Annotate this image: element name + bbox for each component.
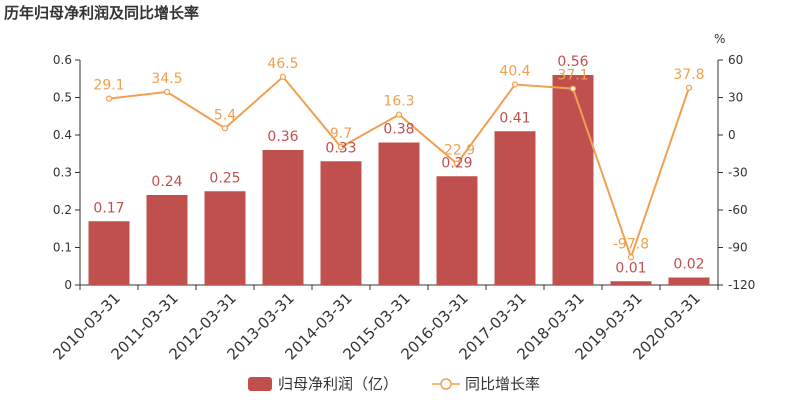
legend-bar-swatch (248, 377, 272, 391)
y-right-tick-label: 60 (728, 53, 743, 67)
growth-value-label: 9.7 (330, 126, 352, 142)
y-left-tick-label: 0.5 (53, 91, 72, 105)
bar-value-label: 0.33 (325, 140, 356, 156)
y-right-unit: % (714, 32, 725, 46)
bar (610, 281, 652, 285)
bar-value-label: 0.01 (615, 260, 646, 276)
growth-point (395, 111, 403, 118)
growth-point (337, 144, 345, 151)
bar-value-label: 0.25 (209, 170, 240, 186)
bar-series (88, 75, 710, 285)
bar (146, 195, 188, 285)
data-labels: 0.17 0.24 0.25 0.36 0.33 0.38 0.29 0.41 0.56 0.01… (93, 54, 704, 276)
growth-point (163, 88, 171, 95)
bar-value-label: 0.29 (441, 155, 472, 171)
growth-value-label: 46.5 (267, 56, 298, 72)
bar (668, 277, 710, 285)
growth-point (685, 84, 693, 91)
bar (204, 191, 246, 285)
y-left-tick-label: 0.4 (53, 128, 72, 142)
growth-point (221, 125, 229, 132)
y-right-tick-label: -60 (728, 203, 748, 217)
growth-value-label: 34.5 (151, 71, 182, 87)
bar (436, 176, 478, 285)
bar-value-label: 0.24 (151, 174, 182, 190)
bar (320, 161, 362, 285)
bar-value-label: 0.41 (499, 110, 530, 126)
bar (552, 75, 594, 285)
legend-line-marker (440, 378, 452, 390)
growth-value-label: 37.8 (673, 67, 704, 83)
growth-point (511, 81, 519, 88)
line-series (105, 73, 693, 261)
bar (494, 131, 536, 285)
bar-value-label: 0.56 (557, 54, 588, 70)
growth-value-label: 37.1 (557, 68, 588, 84)
growth-point (453, 160, 461, 167)
legend-line-label: 同比增长率 (465, 375, 540, 393)
y-left-tick-label: 0 (64, 278, 72, 292)
growth-point (569, 85, 577, 92)
growth-point (627, 254, 635, 261)
y-right-tick-label: -120 (728, 278, 755, 292)
bar-value-label: 0.17 (93, 200, 124, 216)
bar-value-label: 0.36 (267, 129, 298, 145)
growth-point (105, 95, 113, 102)
growth-value-label: 29.1 (93, 78, 124, 94)
y-left-tick-label: 0.2 (53, 203, 72, 217)
y-right-tick-label: -30 (728, 166, 748, 180)
legend: 归母净利润（亿） 同比增长率 (248, 375, 540, 393)
bar (262, 150, 304, 285)
growth-value-label: 40.4 (499, 64, 530, 80)
y-right-tick-label: 30 (728, 91, 743, 105)
y-left-tick-label: 0.3 (53, 166, 72, 180)
growth-value-label: 5.4 (214, 107, 236, 123)
growth-value-label: -22.9 (439, 143, 475, 159)
growth-point (279, 73, 287, 80)
bar (88, 221, 130, 285)
y-right-tick-label: 0 (728, 128, 736, 142)
chart-title: 历年归母净利润及同比增长率 (4, 4, 200, 22)
bar-value-label: 0.02 (673, 257, 704, 273)
y-right-tick-label: -90 (728, 241, 748, 255)
legend-bar-label: 归母净利润（亿） (278, 375, 398, 393)
y-left-tick-label: 0.6 (53, 53, 72, 67)
growth-value-label: -97.8 (613, 236, 649, 252)
bar (378, 142, 420, 285)
bar-value-label: 0.38 (383, 122, 414, 138)
growth-value-label: 16.3 (383, 94, 414, 110)
y-left-tick-label: 0.1 (53, 241, 72, 255)
